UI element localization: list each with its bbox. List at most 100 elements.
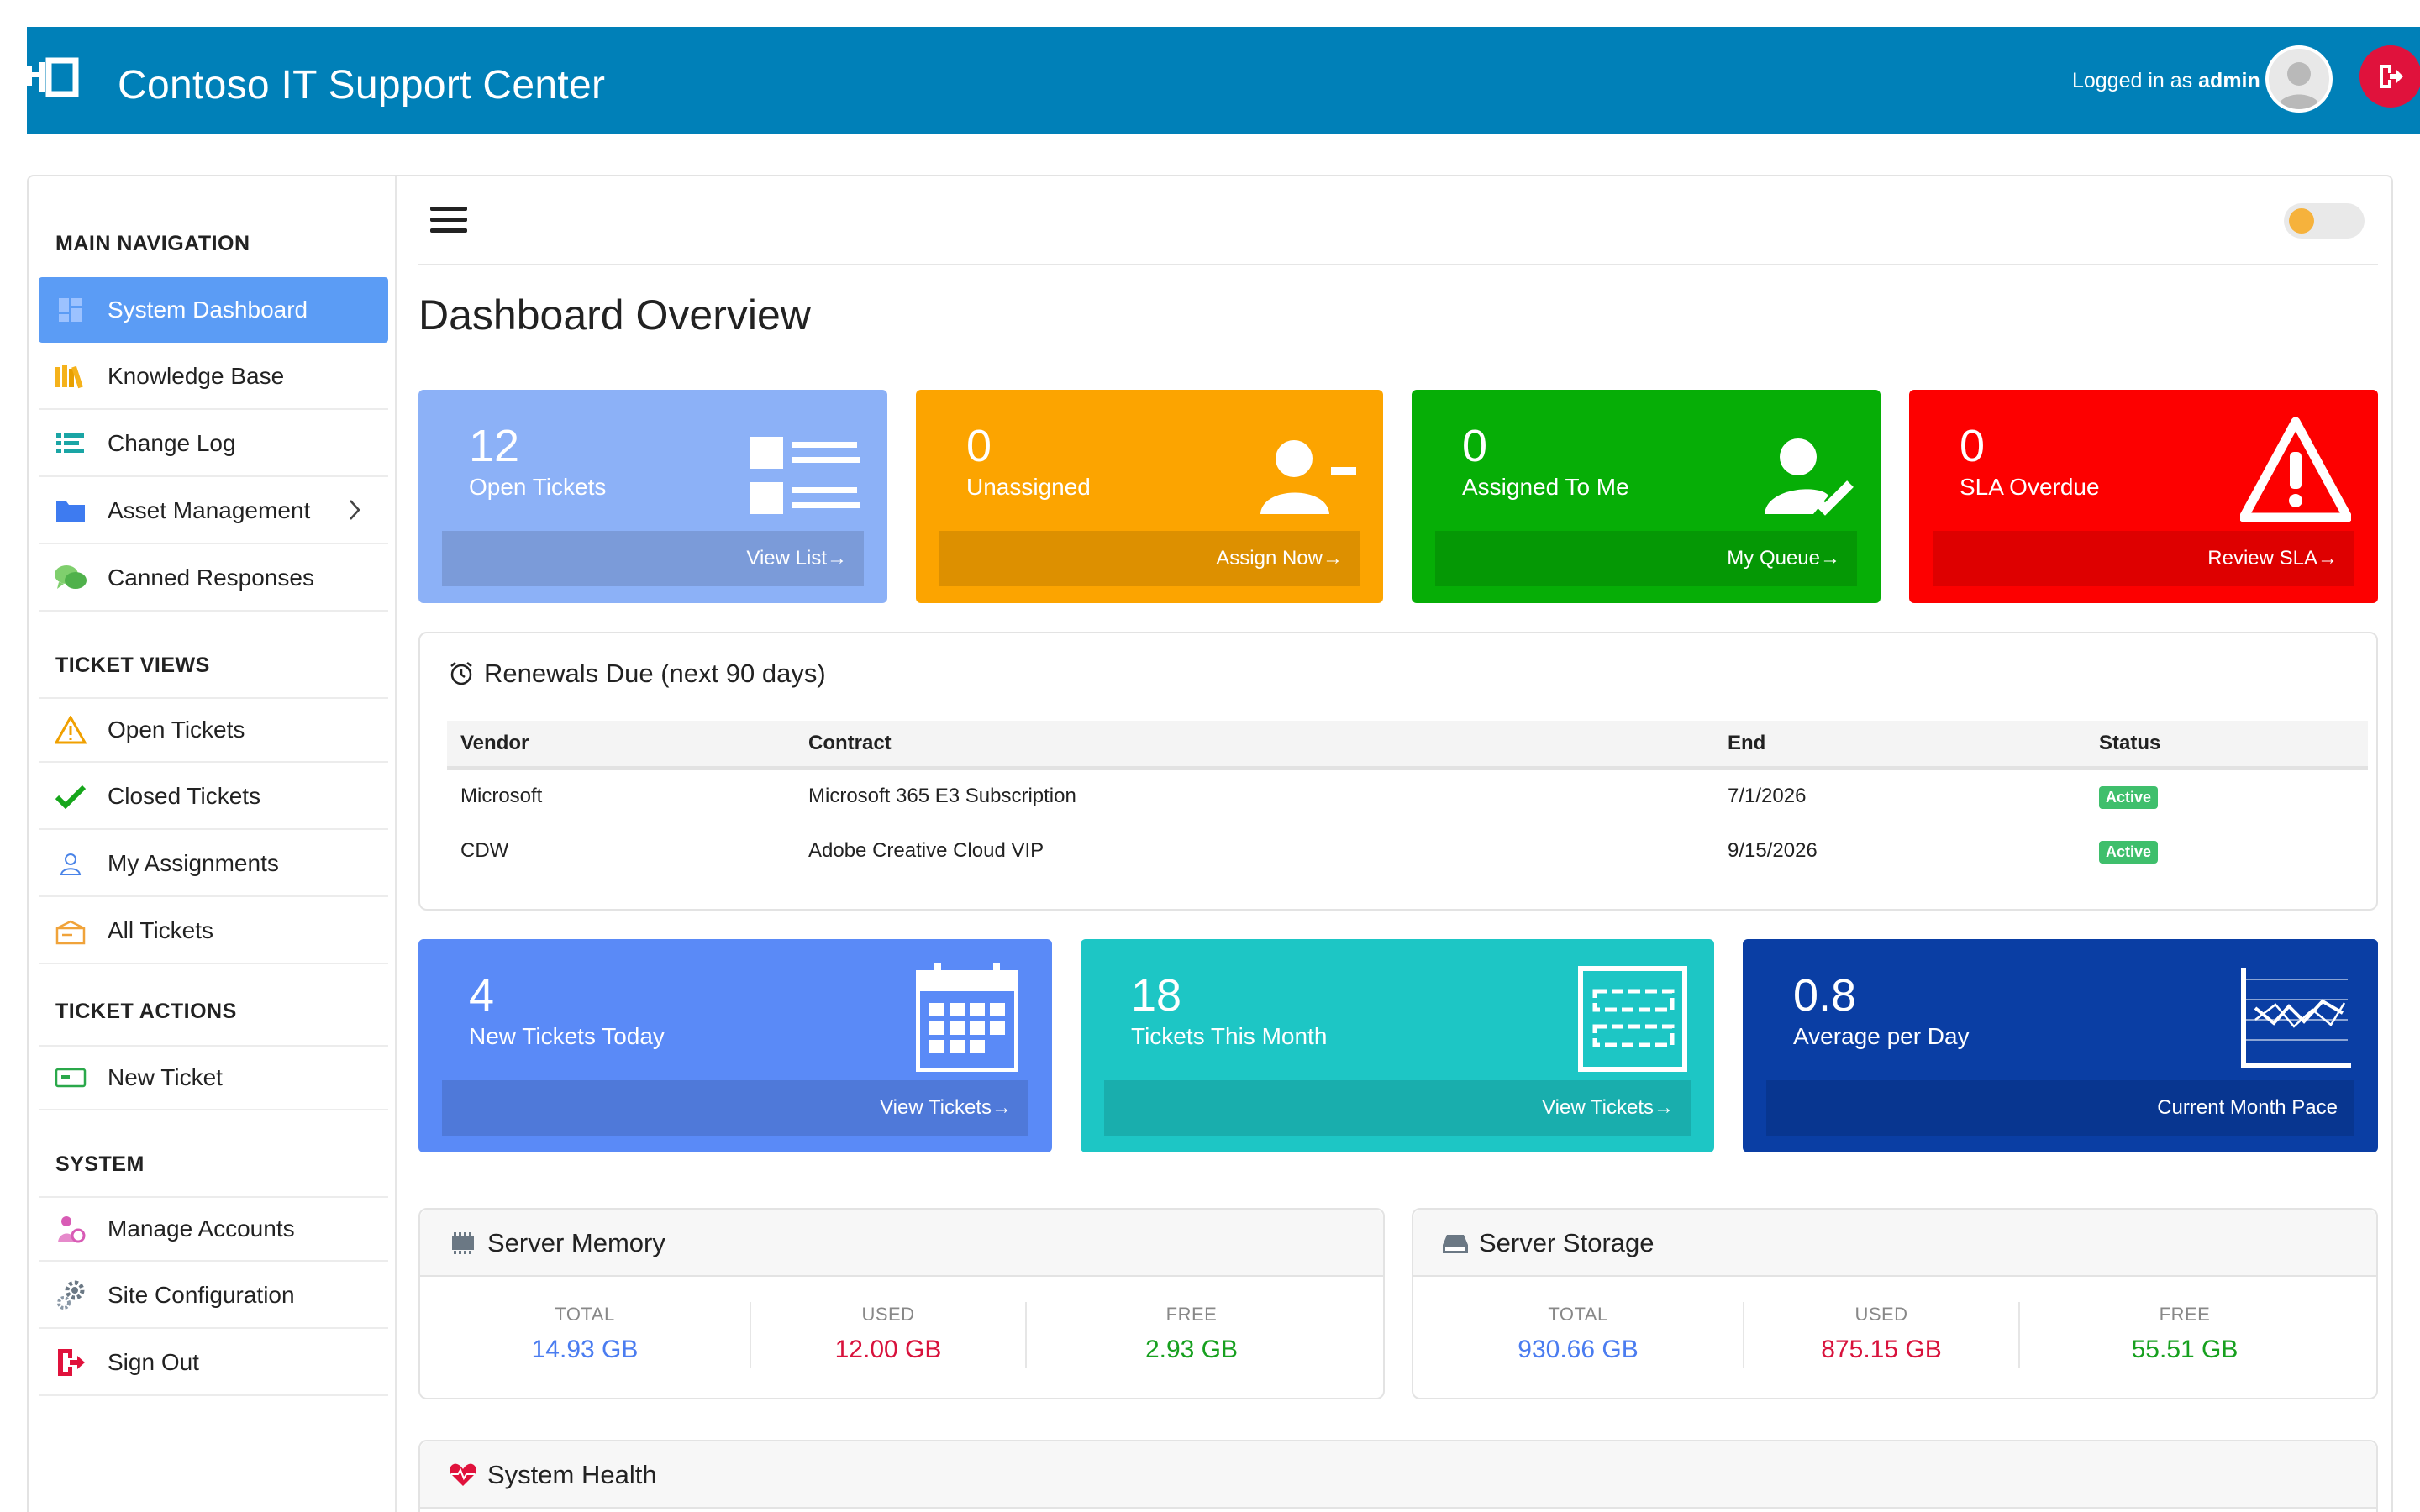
storage-free: FREE 55.51 GB xyxy=(2033,1304,2336,1364)
card-label: New Tickets Today xyxy=(469,1023,665,1049)
arrow-right-icon: → xyxy=(1820,547,1840,570)
card-value: 0.8 xyxy=(1793,970,1857,1021)
ticket-icon xyxy=(54,1061,87,1095)
health-title: System Health xyxy=(449,1460,657,1490)
logout-button[interactable] xyxy=(2360,45,2420,108)
sign-out-icon xyxy=(54,1346,87,1379)
login-status: Logged in as admin xyxy=(2072,69,2260,93)
cell-vendor: CDW xyxy=(460,839,509,862)
assign-now-link[interactable]: Assign Now → xyxy=(939,531,1360,586)
folder-icon xyxy=(54,494,87,528)
calendar-icon xyxy=(916,963,1018,1072)
divider xyxy=(1025,1302,1027,1368)
page-title: Dashboard Overview xyxy=(418,291,811,339)
panel-header xyxy=(420,1210,1383,1277)
memory-total: TOTAL 14.93 GB xyxy=(434,1304,736,1364)
sidebar-item-label: System Dashboard xyxy=(108,297,308,323)
column-header: Vendor xyxy=(447,721,795,770)
card-new-tickets-today: 4 New Tickets Today View Tickets → xyxy=(418,939,1052,1152)
sidebar-item-label: Manage Accounts xyxy=(108,1215,295,1242)
card-value: 4 xyxy=(469,970,495,1021)
card-value: 0 xyxy=(1960,421,1986,471)
memory-title: Server Memory xyxy=(449,1228,666,1258)
cell-contract: Adobe Creative Cloud VIP xyxy=(808,839,1044,862)
arrow-right-icon: → xyxy=(1654,1096,1674,1119)
status-badge: Active xyxy=(2099,840,2159,864)
sidebar-item-open-tickets[interactable]: Open Tickets xyxy=(39,697,388,763)
warning-icon xyxy=(2240,417,2351,522)
cell-contract: Microsoft 365 E3 Subscription xyxy=(808,785,1076,808)
renewals-panel: Renewals Due (next 90 days) Vendor Contr… xyxy=(418,632,2378,911)
sidebar-item-label: Canned Responses xyxy=(108,564,314,591)
sidebar-item-manage-accounts[interactable]: Manage Accounts xyxy=(39,1196,388,1262)
stat-value: 930.66 GB xyxy=(1518,1336,1639,1363)
my-queue-link[interactable]: My Queue → xyxy=(1435,531,1857,586)
arrow-right-icon: → xyxy=(827,547,847,570)
sidebar-item-site-configuration[interactable]: Site Configuration xyxy=(39,1263,388,1329)
storage-used: USED 875.15 GB xyxy=(1730,1304,2033,1364)
view-tickets-month-link[interactable]: View Tickets → xyxy=(1104,1080,1691,1136)
stat-label: TOTAL xyxy=(555,1304,615,1325)
sidebar-item-label: Change Log xyxy=(108,430,236,456)
storage-title: Server Storage xyxy=(1442,1228,1655,1258)
sidebar-item-change-log[interactable]: Change Log xyxy=(39,412,388,477)
dashboard-icon xyxy=(54,293,87,327)
card-label: Assigned To Me xyxy=(1462,474,1629,500)
gear-icon xyxy=(54,1278,87,1312)
content-frame xyxy=(27,175,2393,1512)
renewals-title: Renewals Due (next 90 days) xyxy=(449,659,826,689)
sidebar-item-asset-management[interactable]: Asset Management xyxy=(39,479,388,544)
check-icon xyxy=(54,780,87,813)
sidebar-item-new-ticket[interactable]: New Ticket xyxy=(39,1045,388,1110)
review-sla-link[interactable]: Review SLA → xyxy=(1933,531,2354,586)
sidebar-item-sign-out[interactable]: Sign Out xyxy=(39,1331,388,1396)
app-title: Contoso IT Support Center xyxy=(118,63,606,108)
list-icon xyxy=(54,427,87,460)
sidebar-item-canned-responses[interactable]: Canned Responses xyxy=(39,546,388,612)
card-open-tickets: 12 Open Tickets View List → xyxy=(418,390,887,603)
link-label: View List xyxy=(746,547,827,570)
user-icon xyxy=(54,847,87,880)
theme-toggle[interactable] xyxy=(2284,203,2365,239)
sidebar-item-label: Open Tickets xyxy=(108,717,245,743)
link-label: My Queue xyxy=(1727,547,1820,570)
card-unassigned: 0 Unassigned Assign Now → xyxy=(916,390,1383,603)
table-row: Microsoft Microsoft 365 E3 Subscription … xyxy=(447,768,2368,823)
sidebar-item-label: My Assignments xyxy=(108,850,279,876)
stat-value: 55.51 GB xyxy=(2131,1336,2238,1363)
sidebar-item-knowledge-base[interactable]: Knowledge Base xyxy=(39,344,388,410)
memory-free: FREE 2.93 GB xyxy=(1040,1304,1343,1364)
sidebar-item-closed-tickets[interactable]: Closed Tickets xyxy=(39,764,388,830)
sidebar-item-my-assignments[interactable]: My Assignments xyxy=(39,832,388,897)
arrow-right-icon: → xyxy=(992,1096,1012,1119)
sidebar-item-system-dashboard[interactable]: System Dashboard xyxy=(39,277,388,343)
table-row: CDW Adobe Creative Cloud VIP 9/15/2026 A… xyxy=(447,823,2368,879)
sun-icon xyxy=(2289,208,2314,234)
link-label: View Tickets xyxy=(880,1096,992,1119)
top-header: Contoso IT Support Center Logged in as a… xyxy=(27,27,2420,134)
view-tickets-link[interactable]: View Tickets → xyxy=(442,1080,1028,1136)
renewals-table: Vendor Contract End Status Microsoft Mic… xyxy=(447,721,2368,879)
divider xyxy=(750,1302,751,1368)
card-assigned-to-me: 0 Assigned To Me My Queue → xyxy=(1412,390,1881,603)
alarm-clock-icon xyxy=(449,661,474,686)
list-icon xyxy=(750,437,860,514)
user-minus-icon xyxy=(1260,440,1356,514)
memory-used: USED 12.00 GB xyxy=(737,1304,1039,1364)
sidebar-item-all-tickets[interactable]: All Tickets xyxy=(39,899,388,964)
menu-toggle-button[interactable] xyxy=(430,207,467,235)
link-label: Current Month Pace xyxy=(2157,1096,2338,1119)
memory-chip-icon xyxy=(449,1231,477,1255)
storage-title-text: Server Storage xyxy=(1479,1228,1655,1257)
cell-status: Active xyxy=(2086,823,2368,879)
avatar[interactable] xyxy=(2265,45,2333,113)
card-label: Open Tickets xyxy=(469,474,607,500)
view-list-link[interactable]: View List → xyxy=(442,531,864,586)
logout-icon xyxy=(2380,65,2403,88)
link-label: Assign Now xyxy=(1216,547,1323,570)
panel-header xyxy=(1413,1210,2376,1277)
renewals-title-text: Renewals Due (next 90 days) xyxy=(484,659,826,688)
cell-status: Active xyxy=(2086,768,2368,823)
stat-label: FREE xyxy=(1165,1304,1218,1325)
table-header-row: Vendor Contract End Status xyxy=(447,721,2368,770)
